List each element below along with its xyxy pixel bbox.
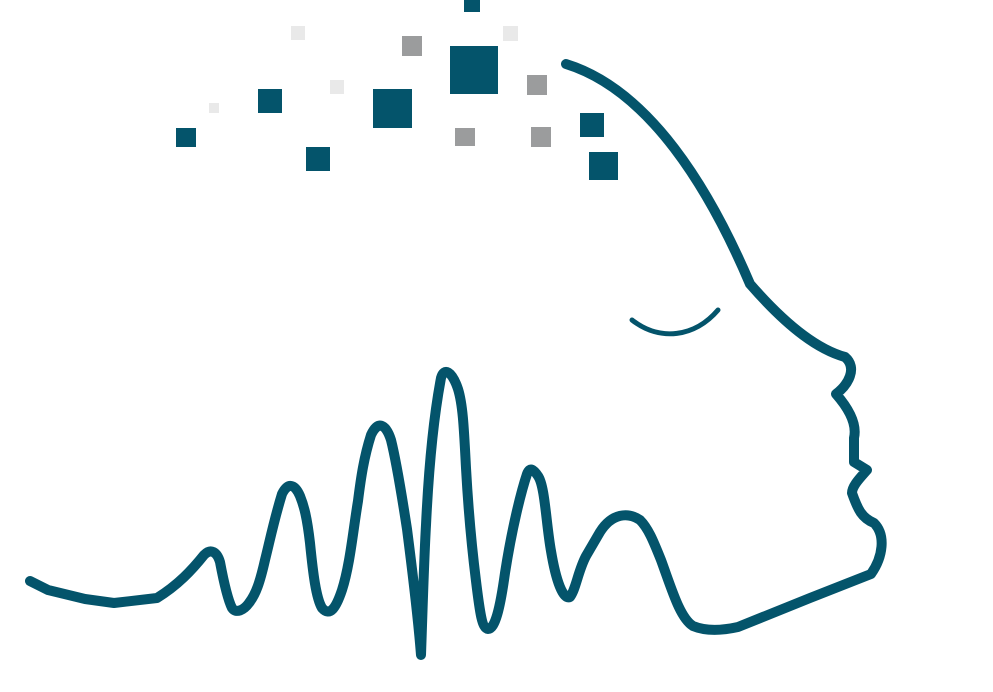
pixel-squares-icon	[176, 0, 618, 180]
face-profile-icon	[25, 59, 887, 660]
pixel-square	[589, 152, 618, 180]
pixel-square	[402, 36, 422, 56]
pixel-square	[258, 89, 282, 113]
pixel-square	[306, 147, 330, 171]
pixel-square	[531, 127, 551, 147]
pixel-square	[527, 75, 547, 95]
pixel-square	[455, 128, 475, 146]
pixel-square	[291, 26, 305, 40]
pixel-square	[330, 80, 344, 94]
pixel-square	[580, 113, 604, 137]
pixel-square	[373, 89, 412, 128]
pixel-square	[450, 46, 498, 94]
closed-eye-icon	[629, 307, 721, 337]
pixel-square	[503, 26, 518, 41]
pixel-square	[176, 128, 196, 147]
pixel-square	[464, 0, 480, 12]
pixel-square	[209, 103, 219, 113]
